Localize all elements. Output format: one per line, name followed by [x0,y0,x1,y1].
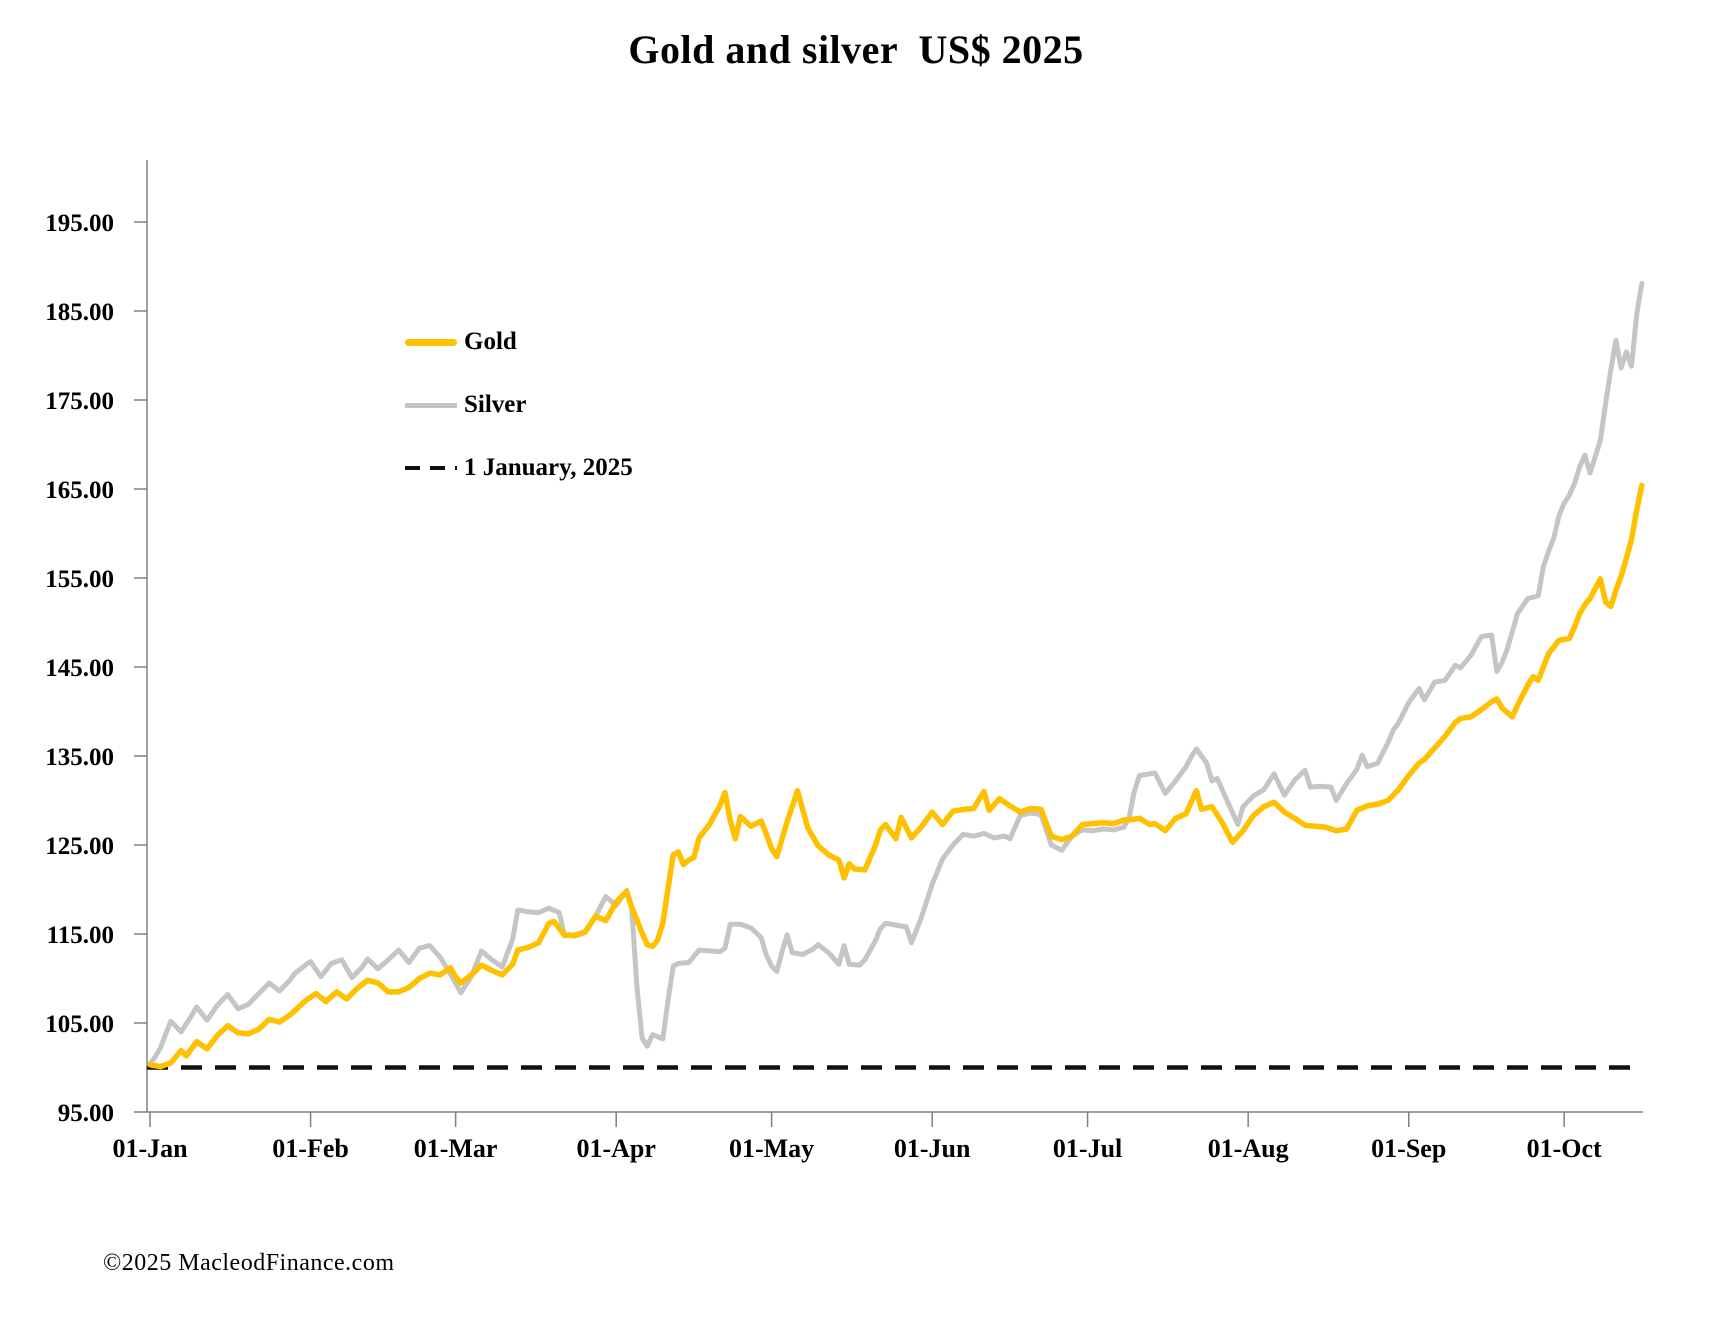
legend-item-baseline: 1 January, 2025 [405,452,633,484]
x-tick-label: 01-Mar [414,1134,498,1163]
x-tick-label: 01-Aug [1208,1134,1289,1163]
gold-line-swatch [405,338,457,346]
legend-label-baseline: 1 January, 2025 [464,454,633,481]
x-tick-label: 01-Sep [1371,1134,1446,1163]
y-tick-label: 195.00 [45,210,114,237]
legend-label-silver: Silver [464,391,527,418]
x-tick-label: 01-Feb [272,1134,349,1163]
y-tick-label: 125.00 [45,833,114,860]
x-tick-label: 01-Oct [1527,1134,1602,1163]
x-tick-label: 01-May [729,1134,814,1163]
y-tick-label: 95.00 [58,1100,114,1127]
legend-label-gold: Gold [464,328,517,355]
y-tick-label: 175.00 [45,388,114,415]
legend: Gold Silver 1 January, 2025 [405,326,633,515]
silver-line-swatch [405,402,457,408]
copyright-footer: ©2025 MacleodFinance.com [103,1250,395,1276]
y-tick-label: 165.00 [45,477,114,504]
y-tick-label: 105.00 [45,1011,114,1038]
gold-series-line [147,482,1645,1070]
y-tick-label: 135.00 [45,744,114,771]
legend-item-silver: Silver [405,389,633,421]
x-tick-label: 01-Jul [1053,1134,1122,1163]
chart-title: Gold and silver US$ 2025 [628,27,1084,72]
x-tick-label: 01-Apr [576,1134,655,1163]
x-tick-label: 01-Jan [112,1134,188,1163]
legend-item-gold: Gold [405,326,633,358]
y-tick-label: 155.00 [45,566,114,593]
y-tick-label: 185.00 [45,299,114,326]
y-tick-label: 145.00 [45,655,114,682]
dashed-line-swatch [405,466,457,470]
x-tick-label: 01-Jun [894,1134,971,1163]
y-tick-label: 115.00 [47,922,114,949]
silver-series-line [147,280,1645,1067]
